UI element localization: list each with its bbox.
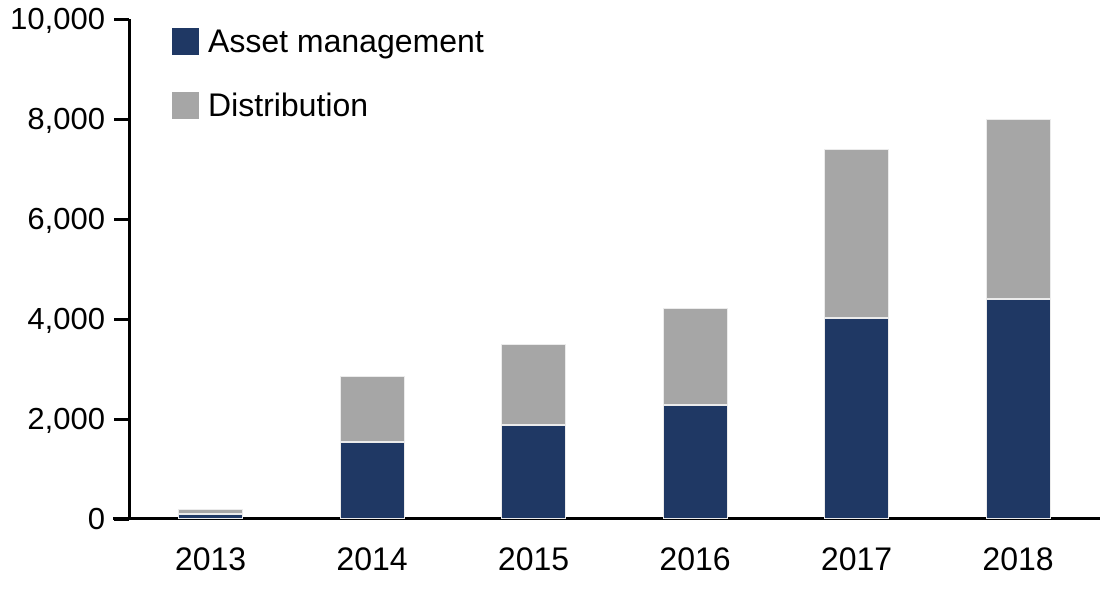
y-tick — [114, 517, 129, 521]
x-tick-label-2013: 2013 — [174, 541, 247, 577]
y-tick — [114, 17, 129, 21]
bar-segment-asset-management-2018 — [985, 299, 1051, 519]
y-tick — [114, 117, 129, 121]
y-tick — [114, 417, 129, 421]
x-tick-label-2016: 2016 — [659, 541, 731, 577]
y-tick-label: 4,000 — [27, 301, 105, 336]
asset-management-swatch-icon — [172, 27, 199, 55]
x-tick-label-2018: 2018 — [982, 541, 1054, 577]
y-tick — [114, 317, 129, 321]
y-tick-label: 0 — [87, 501, 105, 536]
bar-segment-distribution-2017 — [824, 149, 889, 318]
bar-segment-distribution-2013 — [178, 509, 243, 514]
y-tick-label: 6,000 — [27, 201, 105, 236]
bar-segment-asset-management-2013 — [178, 514, 243, 519]
x-axis-baseline — [113, 517, 1100, 520]
legend: Asset management Distribution — [172, 22, 484, 150]
legend-label-distribution: Distribution — [208, 87, 369, 123]
x-tick-label-2014: 2014 — [336, 541, 408, 577]
legend-item-distribution: Distribution — [172, 86, 484, 124]
bar-segment-asset-management-2017 — [824, 317, 889, 519]
bar-segment-distribution-2014 — [339, 376, 405, 442]
bar-segment-distribution-2018 — [985, 119, 1051, 299]
legend-item-asset-management: Asset management — [172, 22, 484, 60]
y-tick-label: 10,000 — [10, 1, 105, 36]
y-tick-label: 8,000 — [27, 101, 105, 136]
bar-segment-asset-management-2015 — [501, 424, 566, 519]
y-axis — [128, 19, 131, 519]
x-tick-label-2017: 2017 — [820, 541, 893, 577]
bar-segment-distribution-2015 — [501, 344, 566, 425]
distribution-swatch-icon — [172, 91, 199, 119]
bar-segment-asset-management-2016 — [662, 404, 728, 519]
legend-label-asset-management: Asset management — [208, 23, 484, 59]
y-tick-label: 2,000 — [27, 401, 105, 436]
y-tick — [114, 217, 129, 221]
bar-segment-distribution-2016 — [662, 307, 728, 405]
x-tick-label-2015: 2015 — [497, 541, 570, 577]
bar-segment-asset-management-2014 — [339, 441, 405, 519]
